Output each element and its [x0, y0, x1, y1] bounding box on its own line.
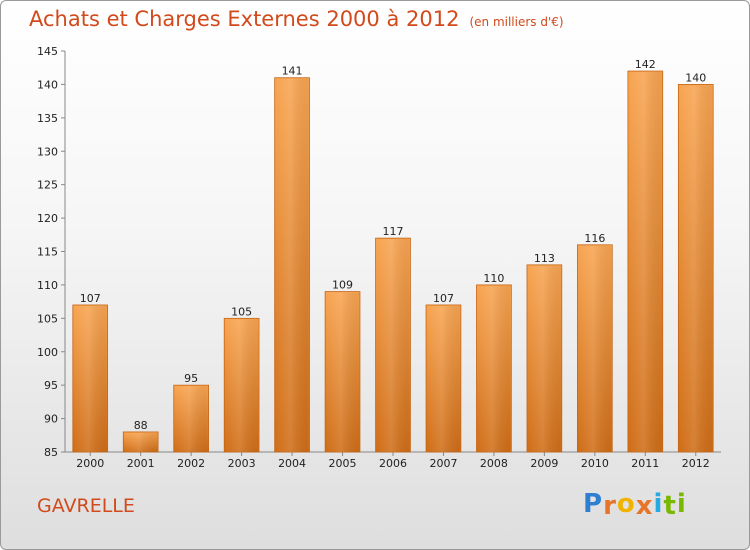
- bar-value-label: 117: [383, 225, 404, 238]
- bar-shine: [225, 319, 259, 452]
- bar-value-label: 109: [332, 279, 353, 292]
- x-tick-label: 2007: [429, 457, 457, 470]
- bars-group: [72, 70, 714, 453]
- bar-shine: [73, 305, 107, 452]
- x-tick-label: 2005: [329, 457, 357, 470]
- y-tick-label: 135: [37, 112, 58, 125]
- x-tick-label: 2003: [228, 457, 256, 470]
- y-tick-label: 85: [44, 446, 58, 459]
- bar-shine: [124, 432, 158, 452]
- bar-shine: [427, 305, 460, 452]
- x-tick-label: 2008: [480, 457, 508, 470]
- bar-shine: [679, 85, 713, 453]
- y-tick-label: 115: [37, 246, 58, 259]
- bar-shine: [376, 239, 410, 452]
- bar-shine: [527, 265, 561, 452]
- y-tick-label: 130: [37, 145, 58, 158]
- town-name: GAVRELLE: [37, 495, 135, 517]
- bar-value-label: 116: [584, 232, 605, 245]
- bar-value-label: 113: [534, 252, 555, 265]
- x-tick-label: 2012: [682, 457, 710, 470]
- bar-value-label: 110: [483, 272, 504, 285]
- x-tick-label: 2010: [581, 457, 609, 470]
- bar-value-label: 105: [231, 305, 252, 318]
- logo-letter: P: [583, 489, 604, 519]
- x-tick-label: 2000: [76, 457, 104, 470]
- bar-value-label: 95: [184, 372, 198, 385]
- y-tick-label: 100: [37, 346, 58, 359]
- logo-letter: i: [653, 489, 664, 519]
- bar-value-label: 141: [282, 65, 303, 78]
- proxiti-logo[interactable]: Proxiti: [583, 489, 687, 521]
- bar-shine: [628, 72, 662, 453]
- logo-letter: i: [676, 489, 687, 519]
- y-tick-label: 145: [37, 45, 58, 58]
- y-tick-label: 95: [44, 379, 58, 392]
- x-tick-label: 2006: [379, 457, 407, 470]
- axes-group: 85 90 95 100 105 110 115 120 125 130 135 140 145: [37, 45, 721, 459]
- bar-value-label: 107: [80, 292, 101, 305]
- y-tick-label: 105: [37, 312, 58, 325]
- y-tick-label: 140: [37, 78, 58, 91]
- x-tick-label: 2001: [127, 457, 155, 470]
- x-tick-label: 2004: [278, 457, 306, 470]
- title-text: Achats et Charges Externes 2000 à 2012: [29, 7, 460, 31]
- chart-title: Achats et Charges Externes 2000 à 2012 (e…: [29, 7, 564, 31]
- y-tick-label: 125: [37, 179, 58, 192]
- bar-shine: [326, 292, 359, 452]
- bar-shine: [477, 285, 511, 452]
- y-tick-label: 110: [37, 279, 58, 292]
- bar-value-label: 140: [685, 71, 706, 84]
- logo-letter: o: [616, 489, 636, 519]
- chart-subtitle: (en milliers d'€): [469, 15, 564, 29]
- bar-value-label: 107: [433, 292, 454, 305]
- y-tick-label: 90: [44, 413, 58, 426]
- bar-shine: [174, 386, 208, 452]
- bar-value-label: 142: [635, 58, 656, 71]
- logo-letter: r: [603, 491, 617, 521]
- logo-letter: x: [635, 491, 654, 521]
- x-tick-label: 2009: [530, 457, 558, 470]
- x-tick-label: 2002: [177, 457, 205, 470]
- labels-group: 107 2000 88 2001 95 2002 105 2003 141 2004 109 2005…: [76, 58, 710, 470]
- bar-value-label: 88: [134, 419, 148, 432]
- bar-shine: [275, 78, 309, 452]
- bar-shine: [578, 245, 612, 452]
- y-tick-label: 120: [37, 212, 58, 225]
- x-tick-label: 2011: [631, 457, 659, 470]
- logo-letter: t: [663, 491, 677, 521]
